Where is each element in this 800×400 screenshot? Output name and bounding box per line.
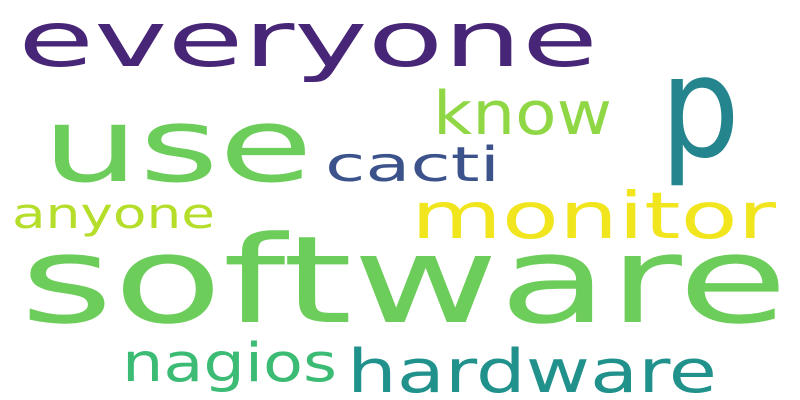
word-nagios: nagios [122, 331, 337, 394]
word-everyone: everyone [18, 0, 598, 85]
word-p: p [660, 26, 740, 190]
word-anyone: anyone [12, 188, 215, 238]
word-know: know [433, 78, 612, 149]
word-cacti: cacti [325, 137, 500, 193]
word-software: software [20, 210, 788, 351]
word-use: use [42, 86, 313, 206]
word-hardware: hardware [347, 336, 717, 400]
word-monitor: monitor [411, 179, 776, 254]
